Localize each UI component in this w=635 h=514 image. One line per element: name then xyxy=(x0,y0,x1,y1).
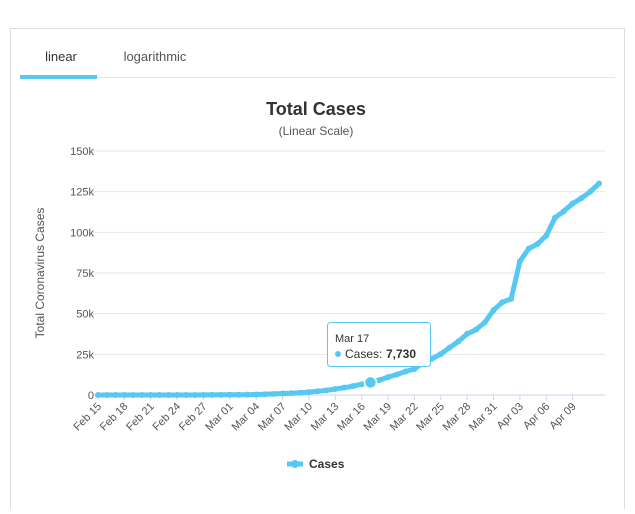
point xyxy=(130,391,137,398)
legend-label: Cases xyxy=(309,457,345,471)
tooltip-box xyxy=(327,322,431,367)
point xyxy=(138,391,145,398)
series-line xyxy=(95,181,602,398)
point xyxy=(332,386,339,393)
point xyxy=(323,387,330,394)
point xyxy=(393,371,400,378)
tooltip: Mar 17 Cases: 7,730 xyxy=(327,322,431,390)
chart-title: Total Cases xyxy=(266,99,366,119)
tooltip-value: 7,730 xyxy=(386,347,416,361)
point xyxy=(226,391,233,398)
tooltip-label: Cases: xyxy=(345,347,382,361)
point xyxy=(147,391,154,398)
tab-linear[interactable]: linear xyxy=(45,49,77,64)
y-tick-label: 50k xyxy=(76,309,94,321)
hover-point xyxy=(363,375,378,390)
point xyxy=(165,391,172,398)
point xyxy=(472,326,479,333)
y-axis-label: Total Coronavirus Cases xyxy=(33,208,47,339)
point xyxy=(182,391,189,398)
point xyxy=(200,391,207,398)
point xyxy=(437,350,444,357)
point xyxy=(481,319,488,326)
point xyxy=(279,390,286,397)
point xyxy=(349,383,356,390)
point xyxy=(253,391,260,398)
point xyxy=(385,374,392,381)
point xyxy=(516,258,523,265)
point xyxy=(402,368,409,375)
point xyxy=(490,307,497,314)
point xyxy=(543,232,550,239)
point xyxy=(103,391,110,398)
point xyxy=(499,299,506,306)
active-tab-underline xyxy=(20,75,97,79)
point xyxy=(596,180,602,187)
point xyxy=(305,389,312,396)
point xyxy=(112,391,119,398)
point xyxy=(235,391,242,398)
point xyxy=(244,391,251,398)
y-tick-label: 25k xyxy=(76,349,94,361)
point xyxy=(455,338,462,345)
point xyxy=(270,390,277,397)
y-tick-label: 0 xyxy=(88,390,94,402)
y-tick-label: 125k xyxy=(70,187,94,199)
point xyxy=(95,391,101,398)
y-tick-label: 150k xyxy=(70,146,94,158)
tab-logarithmic[interactable]: logarithmic xyxy=(124,49,187,64)
point xyxy=(341,384,348,391)
point xyxy=(121,391,128,398)
point xyxy=(218,391,225,398)
point xyxy=(587,188,594,195)
legend-symbol-dot xyxy=(291,460,299,468)
point xyxy=(376,377,383,384)
y-tick-label: 100k xyxy=(70,227,94,239)
point xyxy=(209,391,216,398)
card xyxy=(10,28,625,514)
point xyxy=(262,391,268,398)
point xyxy=(464,330,471,337)
tooltip-dot xyxy=(335,351,341,357)
chart-subtitle: (Linear Scale) xyxy=(279,124,354,138)
point xyxy=(288,390,295,397)
point xyxy=(156,391,163,398)
point xyxy=(578,195,585,202)
point xyxy=(358,381,365,388)
point xyxy=(314,388,321,395)
point xyxy=(446,344,453,351)
tooltip-date: Mar 17 xyxy=(335,333,369,345)
point xyxy=(508,295,515,302)
point xyxy=(525,245,532,252)
y-tick-label: 75k xyxy=(76,268,94,280)
point xyxy=(191,391,198,398)
point xyxy=(552,214,559,221)
point xyxy=(411,365,418,372)
point xyxy=(560,208,567,215)
point xyxy=(297,389,304,396)
point xyxy=(534,240,541,247)
point xyxy=(174,391,181,398)
point xyxy=(569,200,576,207)
